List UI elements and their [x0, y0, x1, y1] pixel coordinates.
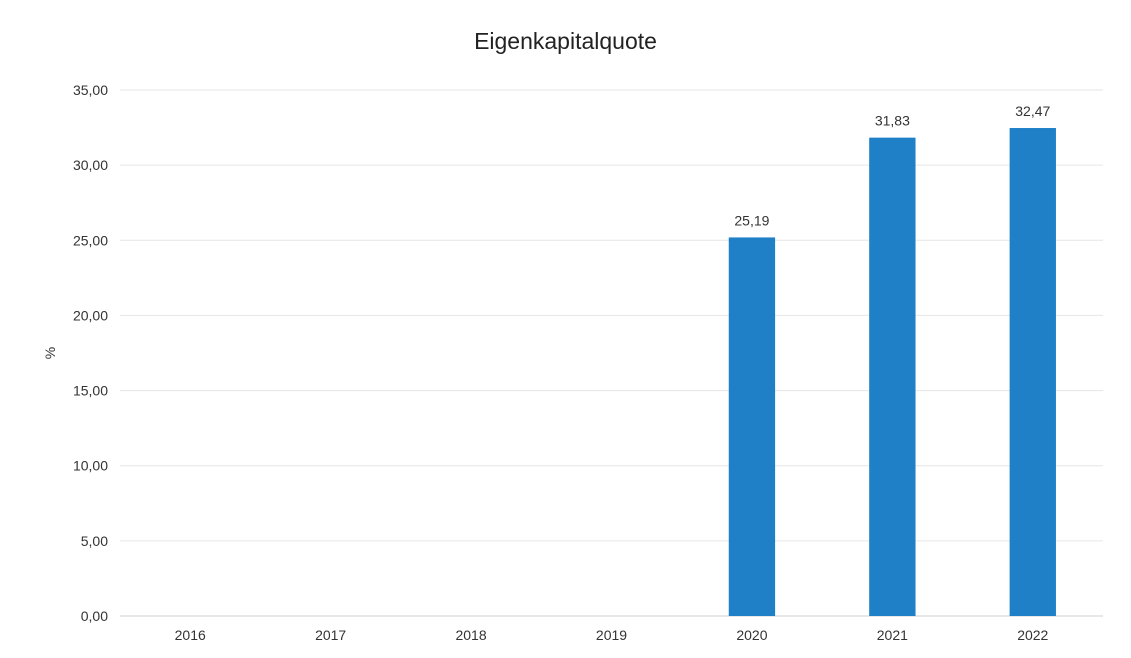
y-tick-label: 25,00: [73, 232, 108, 248]
x-tick-label-2017: 2017: [315, 627, 346, 643]
y-tick-label: 35,00: [73, 82, 108, 98]
bar-2022: [1009, 128, 1056, 617]
y-tick-label: 0,00: [81, 608, 108, 624]
data-label-2021: 31,83: [875, 113, 910, 129]
chart-title: Eigenkapitalquote: [474, 28, 657, 54]
data-label-2020: 25,19: [734, 212, 769, 228]
x-tick-label-2022: 2022: [1017, 627, 1048, 643]
data-label-2022: 32,47: [1015, 103, 1050, 119]
x-tick-label-2021: 2021: [877, 627, 908, 643]
x-tick-label-2018: 2018: [455, 627, 486, 643]
y-tick-label: 15,00: [73, 383, 108, 399]
y-tick-label: 20,00: [73, 307, 108, 323]
y-tick-label: 30,00: [73, 157, 108, 173]
bar-2021: [869, 137, 916, 616]
x-tick-label-2019: 2019: [596, 627, 627, 643]
x-tick-label-2016: 2016: [175, 627, 206, 643]
bar-2020: [728, 237, 776, 616]
y-axis-title: %: [42, 347, 58, 359]
y-tick-label: 10,00: [73, 458, 108, 474]
x-tick-label-2020: 2020: [736, 627, 767, 643]
y-tick-label: 5,00: [81, 533, 108, 549]
